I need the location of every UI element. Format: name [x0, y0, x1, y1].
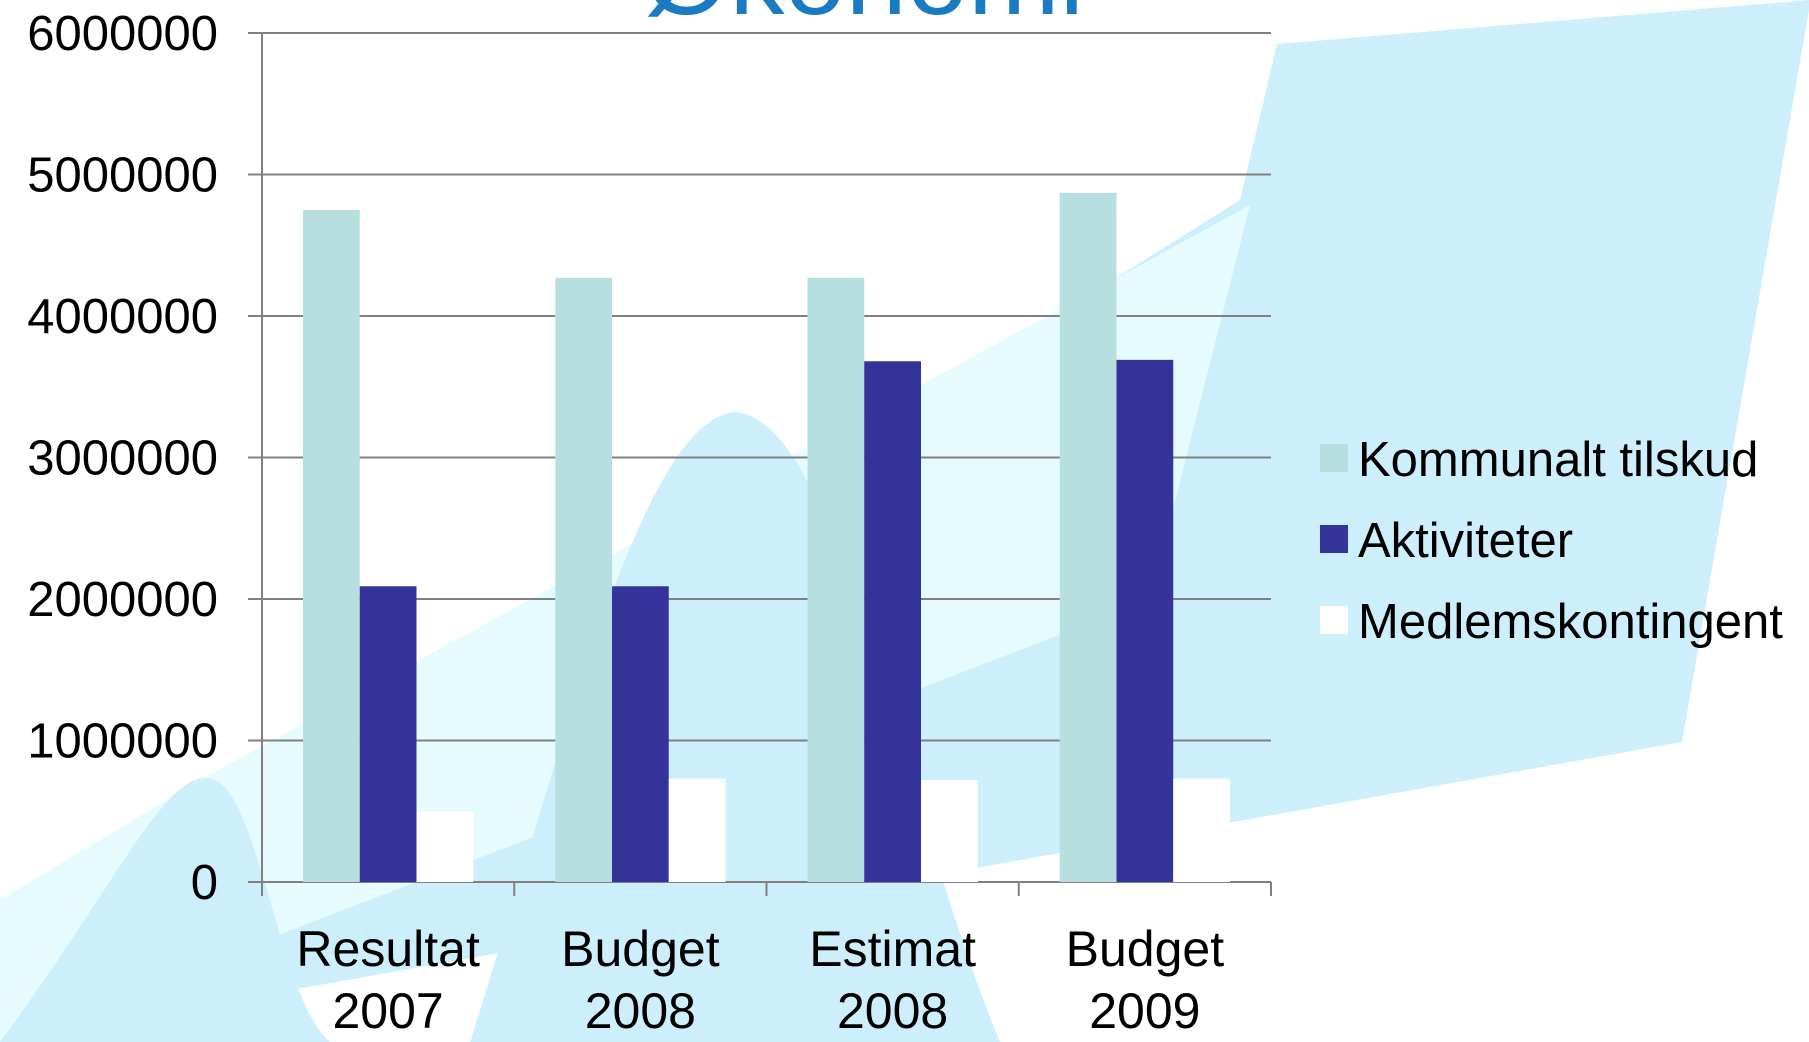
y-tick-label: 5000000 [27, 149, 218, 203]
legend-swatch [1320, 606, 1348, 634]
y-tick-label: 0 [191, 856, 218, 910]
bar [612, 586, 669, 882]
bar [1116, 360, 1173, 882]
x-tick-label: Resultat 2007 [278, 918, 498, 1042]
legend-label: Kommunalt tilskud [1358, 433, 1758, 487]
legend-label: Aktiviteter [1358, 514, 1573, 568]
y-tick-label: 3000000 [27, 432, 218, 486]
y-tick-label: 1000000 [27, 715, 218, 769]
x-tick-label: Budget 2009 [1035, 918, 1255, 1042]
bar [1060, 193, 1117, 882]
bar [1173, 779, 1230, 882]
x-tick-label: Estimat 2008 [783, 918, 1003, 1042]
chart: Økonomi 01000000200000030000004000000500… [0, 0, 1809, 1042]
page: {"chart_data": {"type": "bar", "title": … [0, 0, 1809, 1042]
bar [921, 780, 978, 882]
bar [303, 210, 360, 882]
bar [669, 779, 726, 882]
x-tick-label: Budget 2008 [530, 918, 750, 1042]
bar [864, 361, 921, 882]
legend-label: Medlemskontingent [1358, 595, 1783, 649]
y-tick-label: 4000000 [27, 290, 218, 344]
y-tick-label: 2000000 [27, 573, 218, 627]
bar [417, 811, 474, 882]
bar [555, 278, 612, 882]
legend-swatch [1320, 444, 1348, 472]
legend-swatch [1320, 525, 1348, 553]
y-tick-label: 6000000 [27, 7, 218, 61]
bar [360, 586, 417, 882]
bar [807, 278, 864, 882]
